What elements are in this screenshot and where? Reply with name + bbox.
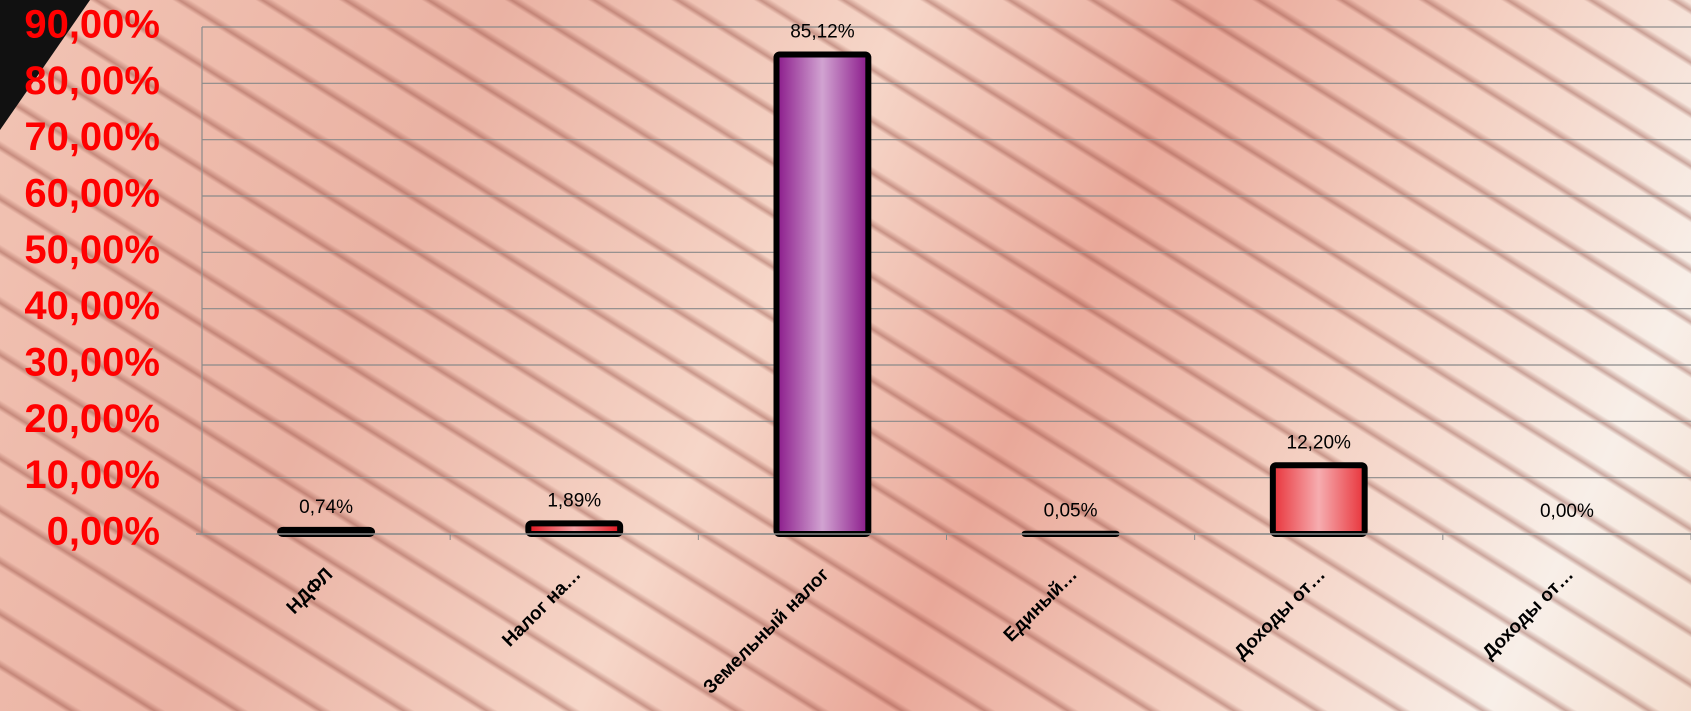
bar	[773, 51, 872, 538]
x-tick-label: Земельный налог	[699, 564, 833, 698]
value-label: 0,74%	[299, 497, 353, 518]
y-tick-label: 90,00%	[24, 3, 160, 47]
value-label: 85,12%	[790, 22, 855, 43]
value-label: 1,89%	[547, 490, 601, 511]
y-tick-label: 40,00%	[24, 284, 160, 328]
corner	[0, 0, 90, 130]
value-label: 0,00%	[1540, 501, 1594, 522]
value-label: 0,05%	[1044, 501, 1098, 522]
bar	[1269, 462, 1368, 538]
value-label: 12,20%	[1287, 432, 1352, 453]
x-tick-label: Доходы от…	[1231, 564, 1330, 663]
y-tick-label: 70,00%	[24, 115, 160, 159]
bar	[525, 520, 624, 538]
y-tick-label: 50,00%	[24, 228, 160, 272]
x-tick-label: Налог на…	[498, 564, 585, 651]
x-tick-label: Единый…	[1000, 564, 1082, 646]
y-tick-label: 30,00%	[24, 341, 160, 385]
y-tick-label: 60,00%	[24, 172, 160, 216]
y-tick-label: 20,00%	[24, 397, 160, 441]
x-tick-label: Доходы от…	[1479, 564, 1578, 663]
y-tick-label: 80,00%	[24, 59, 160, 103]
y-tick-label: 0,00%	[47, 510, 160, 554]
y-tick-label: 10,00%	[24, 453, 160, 497]
x-tick-label: НДФЛ	[283, 564, 337, 618]
